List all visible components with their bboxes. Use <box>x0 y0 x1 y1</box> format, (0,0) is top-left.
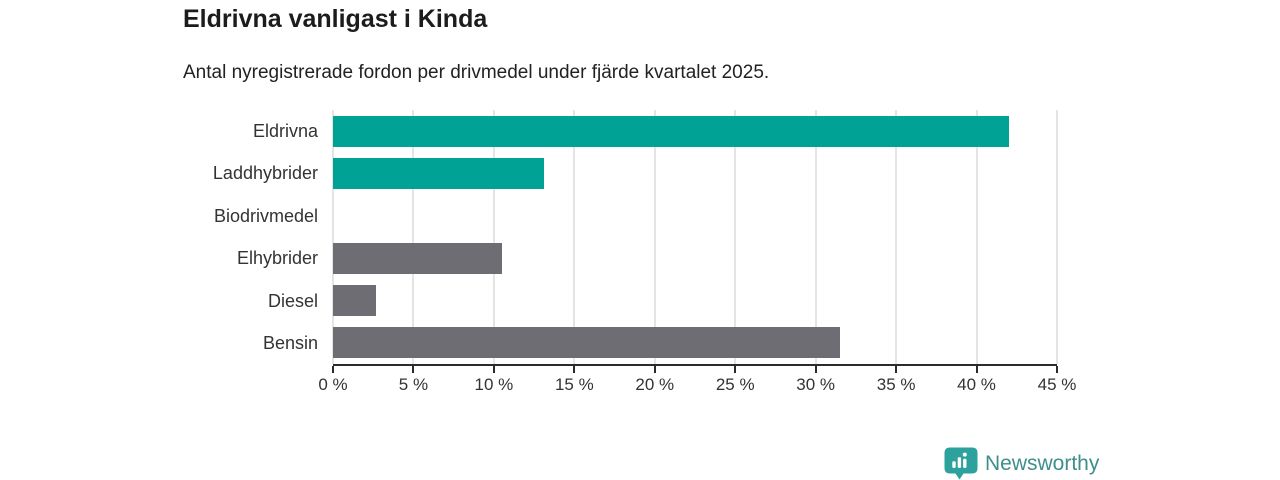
bar-elhybrider <box>333 242 502 274</box>
category-label: Diesel <box>267 290 318 311</box>
chart-subtitle: Antal nyregistrerade fordon per drivmede… <box>183 62 770 83</box>
gridline <box>1056 110 1058 364</box>
axis-tick-label: 10 % <box>474 375 514 394</box>
axis-tick-label: 15 % <box>554 375 594 394</box>
chart-title: Eldrivna vanligast i Kinda <box>183 5 488 33</box>
gridline <box>492 110 495 364</box>
gridline <box>814 110 817 364</box>
category-label: Eldrivna <box>252 120 318 141</box>
axis-tick-label: 5 % <box>398 375 429 394</box>
category-label: Bensin <box>262 333 318 354</box>
newsworthy-brand-link[interactable]: Newsworthy <box>944 447 1099 480</box>
axis-tick-label: 40 % <box>957 375 996 394</box>
axis-tick-label: 45 % <box>1037 375 1077 394</box>
newsworthy-logo-icon <box>944 447 978 480</box>
gridline <box>332 110 334 364</box>
axis-tick <box>573 366 576 373</box>
axis-tick-label: 35 % <box>876 375 916 394</box>
gridline <box>653 110 656 364</box>
category-labels: Eldrivna Laddhybrider Biodrivmedel Elhybrid… <box>183 110 318 365</box>
bar-diesel <box>333 285 377 316</box>
axis-tick <box>975 366 978 373</box>
bar-laddhybrider <box>333 158 544 189</box>
gridline <box>734 110 737 364</box>
axis-tick-label: 0 % <box>318 375 348 394</box>
axis-tick-label: 30 % <box>796 375 836 394</box>
gridline <box>895 110 898 364</box>
gridline <box>975 110 978 364</box>
axis-tick-label: 25 % <box>715 375 755 394</box>
axis-tick <box>734 366 737 373</box>
axis-tick <box>332 366 334 373</box>
axis-tick <box>412 366 415 373</box>
axis-tick <box>1056 366 1058 373</box>
brand-name: Newsworthy <box>985 451 1100 475</box>
axis-tick <box>492 366 495 373</box>
category-label: Elhybrider <box>236 248 318 269</box>
gridline <box>573 110 576 364</box>
x-axis: 0 % 5 % 10 % 15 % 20 % 25 % 30 % 35 % 40 % 45 % <box>318 366 1076 400</box>
bar-bensin <box>333 327 840 359</box>
bar-eldrivna <box>333 115 1009 147</box>
axis-tick <box>653 366 656 373</box>
plot-area <box>332 110 1058 366</box>
axis-tick <box>814 366 817 373</box>
category-label: Biodrivmedel <box>213 205 318 226</box>
category-label: Laddhybrider <box>212 163 318 184</box>
gridline <box>412 110 415 364</box>
axis-tick <box>895 366 898 373</box>
axis-tick-label: 20 % <box>635 375 675 394</box>
